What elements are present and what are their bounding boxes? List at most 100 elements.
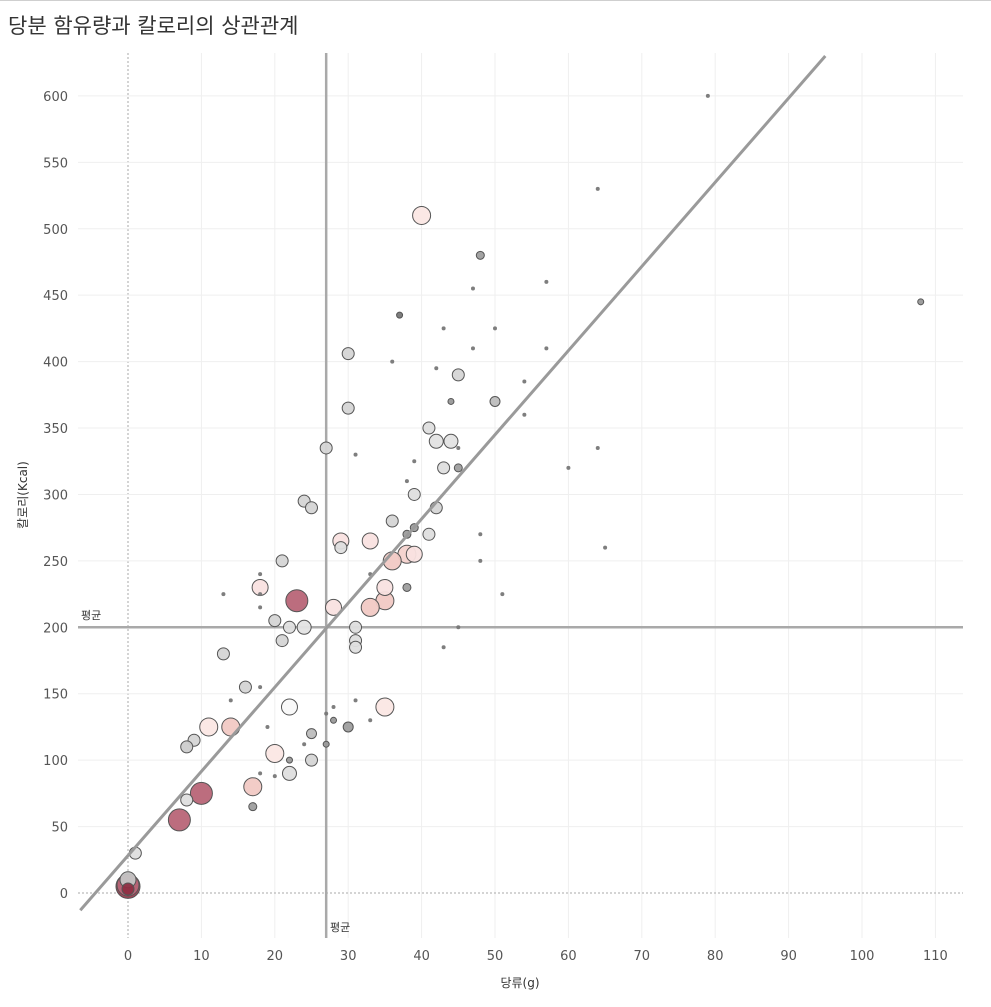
x-tick-label: 10 — [193, 949, 210, 964]
x-tick-label: 80 — [707, 949, 724, 964]
x-axis-label: 당류(g) — [500, 976, 539, 990]
data-point — [285, 756, 293, 764]
data-point — [306, 728, 317, 740]
data-point — [243, 777, 263, 797]
axis-ticks: 0 10 20 30 40 50 60 70 80 90 100 110 0 50 100 150 200 250… — [43, 90, 948, 964]
data-point — [493, 326, 497, 331]
data-point — [441, 645, 446, 650]
data-point — [405, 545, 423, 563]
y-tick-label: 150 — [43, 688, 68, 703]
y-tick-label: 400 — [43, 356, 68, 371]
data-point — [275, 554, 289, 568]
data-point — [121, 882, 135, 896]
data-point — [334, 541, 348, 555]
y-tick-label: 500 — [43, 223, 68, 238]
data-point — [396, 311, 404, 319]
data-point — [402, 582, 412, 592]
data-point — [475, 250, 485, 260]
data-point — [282, 620, 296, 634]
data-point — [238, 680, 252, 694]
data-point — [189, 781, 213, 805]
data-point — [349, 640, 363, 654]
data-point — [456, 625, 461, 630]
gridlines — [78, 53, 963, 938]
data-point — [305, 501, 318, 515]
data-point — [407, 487, 421, 501]
y-tick-label: 250 — [43, 555, 68, 570]
data-point — [428, 433, 444, 449]
y-tick-label: 300 — [43, 488, 68, 503]
y-tick-label: 100 — [43, 754, 68, 769]
data-point — [453, 463, 463, 473]
data-point — [489, 395, 501, 407]
data-point — [258, 771, 263, 776]
data-point — [422, 421, 436, 435]
x-tick-label: 60 — [560, 949, 577, 964]
y-tick-label: 50 — [51, 821, 68, 836]
data-point — [331, 705, 336, 710]
data-point — [595, 445, 600, 450]
data-point — [478, 532, 483, 537]
data-point — [180, 740, 194, 754]
data-point — [305, 753, 318, 767]
data-point — [422, 527, 436, 541]
x-tick-label: 40 — [413, 949, 430, 964]
x-tick-label: 50 — [487, 949, 504, 964]
data-point — [349, 620, 363, 634]
data-point — [272, 774, 277, 779]
data-point — [500, 592, 505, 597]
chart-title: 당분 함유량과 칼로리의 상관관계 — [8, 14, 299, 38]
data-point — [566, 465, 571, 470]
data-point — [412, 459, 417, 464]
data-point — [443, 433, 459, 449]
data-point — [451, 368, 465, 382]
data-point — [180, 793, 194, 807]
y-tick-label: 0 — [60, 887, 68, 902]
data-point — [368, 718, 373, 723]
data-point — [258, 685, 263, 690]
data-point — [268, 614, 282, 628]
data-point — [360, 597, 380, 617]
trend-line-group — [79, 55, 827, 912]
data-point — [447, 397, 455, 405]
data-point — [302, 742, 307, 747]
y-tick-label: 450 — [43, 289, 68, 304]
data-point — [325, 598, 343, 616]
data-point — [437, 461, 451, 475]
x-tick-label: 90 — [780, 949, 797, 964]
y-tick-label: 200 — [43, 621, 68, 636]
data-point — [470, 286, 475, 291]
data-point — [221, 717, 241, 737]
data-point — [199, 717, 219, 737]
x-tick-label: 110 — [923, 949, 948, 964]
data-point — [544, 346, 549, 351]
data-point — [522, 379, 527, 384]
data-point — [353, 698, 358, 703]
data-point — [248, 802, 258, 812]
data-point — [341, 347, 355, 361]
data-point — [296, 619, 312, 635]
data-point — [390, 359, 395, 364]
top-border — [0, 0, 991, 1]
data-points — [115, 93, 925, 899]
data-point — [341, 401, 355, 415]
trend-line — [79, 55, 827, 912]
data-point — [917, 298, 925, 306]
data-point — [228, 698, 233, 703]
data-point — [353, 452, 358, 457]
data-point — [544, 279, 549, 284]
data-point — [285, 589, 309, 613]
data-point — [330, 716, 338, 724]
x-tick-label: 70 — [634, 949, 651, 964]
reference-lines — [78, 53, 963, 938]
data-point — [361, 532, 379, 550]
data-point — [258, 592, 263, 597]
data-point — [595, 186, 600, 191]
data-point — [478, 558, 483, 563]
data-point — [412, 205, 432, 225]
data-point — [404, 479, 409, 484]
data-point — [342, 721, 354, 733]
data-point — [258, 605, 263, 610]
data-point — [441, 326, 446, 331]
